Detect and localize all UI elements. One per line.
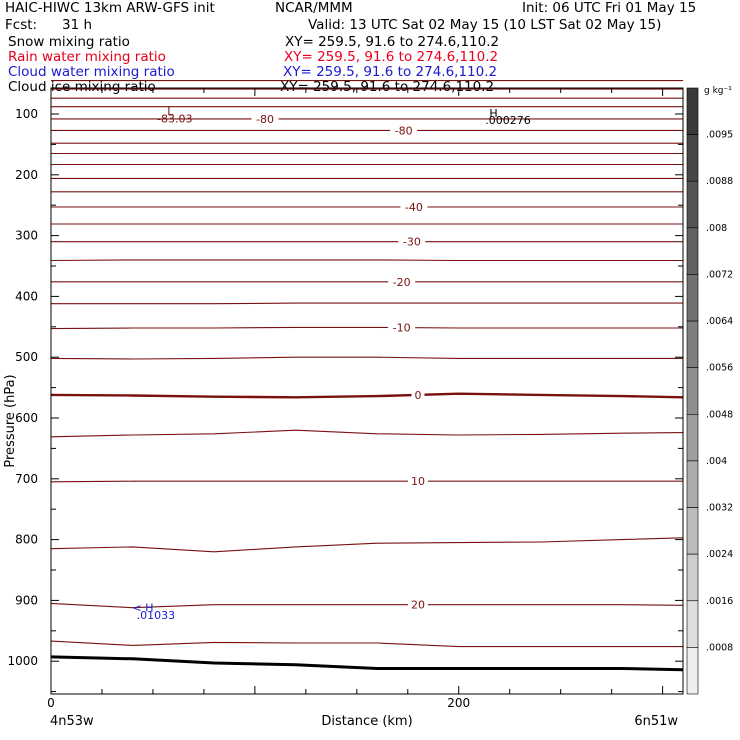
temperature-contour-line (50, 537, 684, 553)
annotations: L-83.03 H.000276 < H.01033 (133, 105, 531, 622)
field-xy-snow: XY= 259.5, 91.6 to 274.6,110.2 (285, 34, 500, 50)
field-xy-rain: XY= 259.5, 91.6 to 274.6,110.2 (284, 49, 499, 65)
plot-frame (50, 87, 684, 695)
temperature-contour-line (50, 356, 683, 360)
y-axis-label: Pressure (hPa) (3, 374, 18, 467)
contour-label: -20 (393, 276, 411, 289)
temperature-contour-line (50, 480, 683, 483)
contour-label: 20 (411, 599, 425, 612)
contour-label: -80 (395, 124, 413, 137)
fcst-label: Fcst: (5, 17, 38, 33)
y-tick-label: 1000 (7, 654, 38, 668)
temperature-contour-line (51, 302, 683, 305)
temperature-contour-line (50, 326, 683, 330)
contour-label: -80 (256, 113, 274, 126)
contour-label: 0 (414, 389, 421, 402)
contour-label-bg (400, 201, 428, 214)
y-tick-label: 200 (15, 168, 38, 182)
x-axis-label: Distance (km) (321, 714, 412, 729)
contour-label: -30 (403, 236, 421, 249)
contour-label-bg (398, 235, 426, 248)
contour-label: -40 (405, 201, 423, 214)
y-tick-label: 800 (15, 533, 38, 547)
plot-annotation: < H (133, 602, 154, 615)
field-xy-cloud-water: XY= 259.5, 91.6 to 274.6,110.2 (283, 64, 498, 80)
temperature-contour-line (50, 259, 683, 262)
plot-annotation: -83.03 (157, 112, 192, 125)
x-end-label-left: 4n53w (50, 714, 94, 729)
contour-label-bg (390, 124, 418, 137)
y-tick-label: 900 (15, 593, 38, 607)
y-tick-label: 700 (15, 472, 38, 486)
contour-labels: -80 -80 -40 -30 -20 -10 0 10 20 (251, 112, 428, 612)
plot-annotation: L (167, 105, 174, 118)
temperature-contour-line (50, 640, 683, 648)
y-tick-label: 500 (15, 350, 38, 364)
init-time: Init: 06 UTC Fri 01 May 15 (522, 0, 697, 16)
x-tick-label: 0 (47, 696, 55, 710)
contour-label-bg (407, 475, 428, 488)
contour-label-bg (407, 598, 428, 611)
y-tick-label: 300 (15, 229, 38, 243)
x-axis: 0 200 (47, 88, 664, 710)
contour-label-bg (388, 275, 416, 288)
contour-label-bg (388, 321, 416, 334)
y-tick-label: 600 (15, 411, 38, 425)
y-tick-label: 400 (15, 289, 38, 303)
terrain-surface-line (50, 655, 684, 672)
contour-label-bg (251, 112, 279, 125)
org-label: NCAR/MMM (275, 0, 353, 16)
field-xy-cloud-ice: XY= 259.5, 91.6 to 274.6,110.2 (280, 79, 495, 95)
contour-label-bg (411, 388, 425, 401)
header: HAIC-HIWC 13km ARW-GFS init NCAR/MMM Ini… (0, 0, 740, 100)
field-name-cloud-ice: Cloud ice mixing ratio (8, 79, 156, 95)
temperature-contour-line (50, 602, 684, 609)
x-tick-label: 200 (447, 696, 470, 710)
plot-annotation: .000276 (485, 114, 530, 127)
temperature-contours (50, 80, 684, 648)
plot-title: HAIC-HIWC 13km ARW-GFS init (5, 0, 215, 16)
contour-label: 10 (411, 475, 425, 488)
plot-annotation: .01033 (137, 609, 176, 622)
temperature-contour-line (50, 392, 684, 399)
y-tick-label: 100 (15, 107, 38, 121)
plot-annotation: H (489, 107, 497, 120)
field-name-cloud-water: Cloud water mixing ratio (8, 64, 175, 80)
terrain-line (50, 655, 684, 672)
field-name-snow: Snow mixing ratio (8, 34, 130, 50)
valid-time: Valid: 13 UTC Sat 02 May 15 (10 LST Sat … (308, 17, 662, 33)
x-end-label-right: 6n51w (634, 714, 678, 729)
field-name-rain: Rain water mixing ratio (8, 49, 166, 65)
contour-label: -10 (393, 322, 411, 335)
temperature-contour-line (50, 429, 684, 438)
fcst-value: 31 h (62, 17, 93, 33)
